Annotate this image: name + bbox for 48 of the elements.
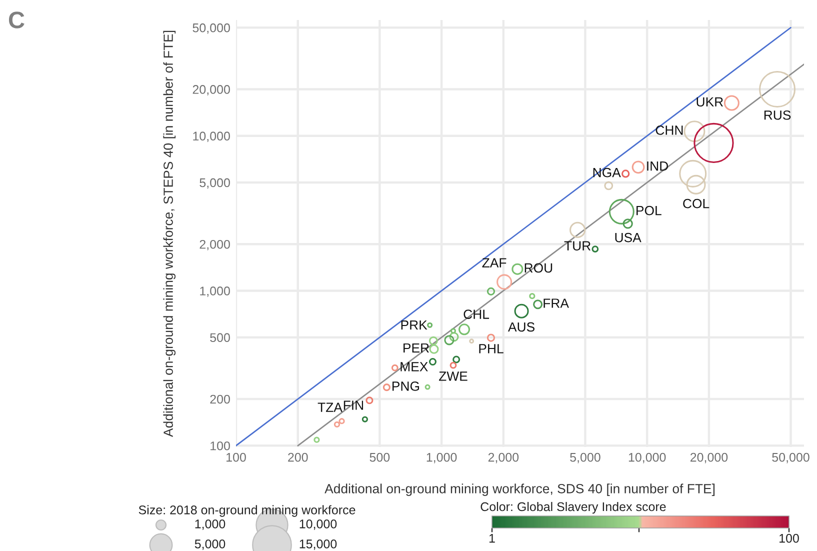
annotation: RUS [764,110,791,120]
color-bar-title: Color: Global Slavery Index score [480,502,666,514]
annotation: TZA [318,402,342,412]
annotation: AUS [508,322,534,332]
annotation: ZWE [439,372,468,381]
annotation: PER [404,343,429,353]
x-tick-label: 20,000 [690,452,728,464]
y-axis-title: Additional on-ground mining workforce, STEPS 40 [in number of FTE] [163,30,176,437]
annotation: MEX [400,362,428,372]
y-tick-label: 200 [210,394,230,404]
annotation: CHN [656,126,683,135]
y-tick-label: 500 [210,333,230,342]
x-axis-title: Additional on-ground mining workforce, SDS 40 [in number of FTE] [324,484,715,496]
x-tick-label: 1,000 [426,452,457,464]
y-tick-label: 5,000 [200,178,230,189]
y-tick-label: 1,000 [200,286,230,297]
annotation: FRA [544,298,569,308]
y-tick-label: 100 [210,441,230,450]
annotation: USA [615,232,642,242]
legend-title: Size: 2018 on-ground mining workforce [138,505,356,517]
annotation: IND [647,162,668,171]
x-tick-label: 10,000 [628,452,666,464]
legend-label: 15,000 [300,540,337,550]
annotation: FIN [344,400,364,410]
y-tick-label: 2,000 [200,240,230,250]
x-tick-label: 500 [370,452,390,462]
x-tick-label: 50,000 [772,452,810,464]
color-bar-label: 1 [489,534,495,543]
legend-label: 10,000 [300,520,337,530]
annotation: POL [636,206,662,216]
y-tick-label: 50,000 [192,23,230,34]
x-tick-label: 200 [288,452,308,462]
annotation: UKR [696,97,724,107]
text: C [8,12,24,28]
x-tick-label: 5,000 [570,452,600,464]
annotation: CHL [464,310,490,319]
annotation: COL [683,198,710,208]
x-tick-label: 100 [226,452,246,462]
annotation: PNG [392,382,420,391]
annotation: TUR [564,241,591,250]
annotation: PHL [479,344,504,354]
annotation: ZAF [482,258,506,268]
y-tick-label: 10,000 [193,132,230,142]
y-tick-label: 20,000 [192,85,230,96]
annotation: PRK [401,320,428,330]
x-tick-label: 2,000 [488,452,519,464]
color-bar-label: 100 [780,534,799,543]
annotation: ROU [524,263,552,273]
